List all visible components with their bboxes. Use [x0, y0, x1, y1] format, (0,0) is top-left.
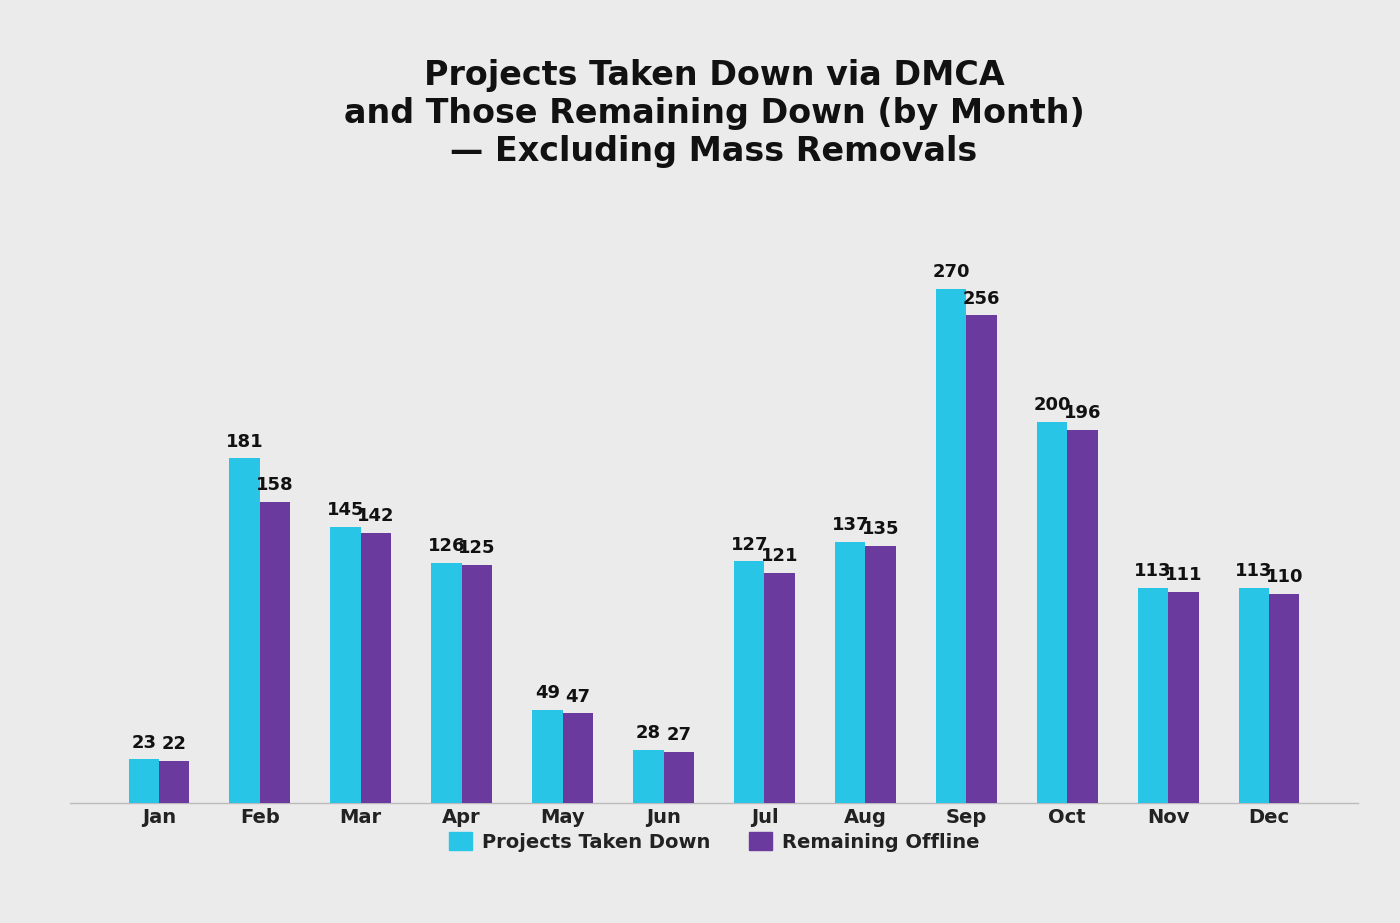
Bar [865, 545, 896, 803]
Bar [1067, 430, 1098, 803]
Text: 125: 125 [458, 539, 496, 557]
Text: 200: 200 [1033, 397, 1071, 414]
Bar [966, 316, 997, 803]
Bar [1239, 588, 1270, 803]
Bar [532, 710, 563, 803]
Text: 137: 137 [832, 517, 869, 534]
Legend: Projects Taken Down, Remaining Offline: Projects Taken Down, Remaining Offline [441, 824, 987, 859]
Text: 27: 27 [666, 726, 692, 744]
Text: 28: 28 [636, 724, 661, 742]
Text: 145: 145 [326, 501, 364, 520]
Bar [937, 289, 966, 803]
Text: 196: 196 [1064, 404, 1102, 422]
Bar [129, 760, 158, 803]
Bar [734, 561, 764, 803]
Bar [1037, 422, 1067, 803]
Bar [330, 527, 361, 803]
Bar [431, 563, 462, 803]
Text: 121: 121 [760, 547, 798, 565]
Bar [1168, 592, 1198, 803]
Bar [260, 502, 290, 803]
Bar [764, 572, 795, 803]
Text: 181: 181 [225, 433, 263, 450]
Bar [361, 533, 391, 803]
Text: 113: 113 [1134, 562, 1172, 581]
Text: 110: 110 [1266, 568, 1303, 586]
Text: 111: 111 [1165, 566, 1203, 584]
Bar [633, 749, 664, 803]
Text: 113: 113 [1235, 562, 1273, 581]
Bar [1270, 593, 1299, 803]
Text: 126: 126 [428, 537, 465, 556]
Bar [158, 761, 189, 803]
Text: 47: 47 [566, 688, 591, 706]
Text: 127: 127 [731, 535, 769, 554]
Bar [230, 459, 260, 803]
Bar [836, 542, 865, 803]
Text: 270: 270 [932, 263, 970, 282]
Text: 158: 158 [256, 476, 294, 495]
Text: 23: 23 [132, 734, 157, 751]
Text: 49: 49 [535, 684, 560, 702]
Text: 135: 135 [862, 521, 899, 538]
Bar [563, 713, 592, 803]
Title: Projects Taken Down via DMCA
and Those Remaining Down (by Month)
— Excluding Mas: Projects Taken Down via DMCA and Those R… [343, 59, 1085, 168]
Text: 256: 256 [963, 290, 1000, 307]
Text: 22: 22 [161, 736, 186, 753]
Bar [1138, 588, 1168, 803]
Text: 142: 142 [357, 507, 395, 525]
Bar [462, 565, 491, 803]
Bar [664, 751, 694, 803]
